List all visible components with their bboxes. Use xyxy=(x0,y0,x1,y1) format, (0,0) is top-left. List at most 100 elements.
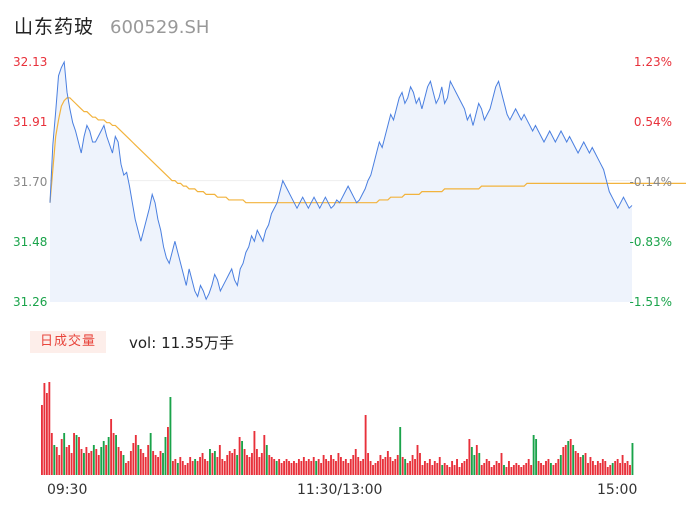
price-tick-label: 31.70 xyxy=(13,175,47,189)
stock-name: 山东药玻 xyxy=(14,16,95,38)
volume-bar xyxy=(431,465,434,475)
volume-bar xyxy=(302,457,305,475)
volume-bar xyxy=(196,461,199,475)
volume-bar xyxy=(144,457,147,475)
volume-bar xyxy=(65,447,68,475)
volume-bar xyxy=(137,445,140,475)
volume-bar xyxy=(159,451,162,475)
volume-prefix: vol: xyxy=(129,334,157,352)
volume-bar xyxy=(616,459,619,475)
volume-tab[interactable]: 日成交量 xyxy=(30,331,107,353)
volume-bar xyxy=(117,447,120,475)
volume-bar xyxy=(493,465,496,475)
volume-bar xyxy=(377,461,379,475)
volume-bar xyxy=(446,465,449,475)
volume-bar xyxy=(411,455,414,475)
volume-bar xyxy=(92,445,95,475)
volume-bar xyxy=(401,457,404,475)
volume-bar xyxy=(45,393,48,475)
volume-bar xyxy=(327,461,330,475)
volume-bar xyxy=(572,445,575,475)
volume-bar xyxy=(577,453,580,475)
volume-bar xyxy=(564,445,567,475)
volume-bar xyxy=(181,461,184,475)
volume-bar xyxy=(233,449,236,475)
volume-bar xyxy=(270,457,273,475)
volume-bar xyxy=(273,459,276,475)
volume-bar xyxy=(364,415,367,475)
volume-bar xyxy=(83,453,85,475)
volume-bar xyxy=(399,427,402,475)
volume-bar xyxy=(451,461,454,475)
volume-bar xyxy=(604,461,607,475)
volume-bar xyxy=(537,461,540,475)
volume-bar xyxy=(238,437,241,475)
volume-bar xyxy=(320,463,323,475)
volume-bar xyxy=(438,457,441,475)
volume-bar xyxy=(475,445,478,475)
price-line xyxy=(49,60,633,301)
volume-bar xyxy=(505,467,508,475)
volume-bar xyxy=(344,459,347,475)
volume-bar xyxy=(268,455,271,475)
volume-bar xyxy=(490,467,493,475)
volume-bar xyxy=(436,463,439,475)
volume-bar xyxy=(317,459,320,475)
volume-bar xyxy=(206,461,209,475)
volume-bar xyxy=(102,441,105,475)
volume-bar xyxy=(184,465,187,475)
volume-bar xyxy=(223,461,226,475)
pct-tick-label: -1.51% xyxy=(630,295,672,309)
volume-bar xyxy=(120,451,122,475)
volume-bar xyxy=(95,449,98,475)
volume-bar xyxy=(349,459,352,475)
volume-bar xyxy=(152,451,155,475)
volume-bar xyxy=(251,453,253,475)
volume-bar xyxy=(335,461,337,475)
volume-bar xyxy=(312,457,315,475)
volume-bar xyxy=(599,463,602,475)
volume-bar xyxy=(500,453,503,475)
volume-bar xyxy=(169,397,172,475)
volume-bar xyxy=(174,459,177,475)
volume-bar xyxy=(569,439,572,475)
volume-bar xyxy=(478,453,481,475)
volume-bar xyxy=(515,463,518,475)
volume-bar xyxy=(525,463,528,475)
volume-bar xyxy=(70,453,73,475)
price-tick-label: 31.91 xyxy=(13,115,47,129)
volume-bar xyxy=(80,449,83,475)
volume-bar xyxy=(587,463,589,475)
volume-bar xyxy=(209,449,211,475)
volume-bar xyxy=(463,461,466,475)
volume-bar xyxy=(85,447,88,475)
volume-bar xyxy=(315,461,318,475)
volume-bar xyxy=(265,445,268,475)
volume-bar xyxy=(391,461,394,475)
volume-bar xyxy=(448,467,451,475)
volume-bar xyxy=(43,383,46,475)
volume-bar xyxy=(574,451,577,475)
volume-bar xyxy=(204,459,206,475)
volume-bar xyxy=(167,427,169,475)
volume-bar xyxy=(614,461,617,475)
volume-bar xyxy=(154,455,157,475)
volume-bar xyxy=(171,461,174,475)
volume-bar xyxy=(132,443,135,475)
volume-bar xyxy=(295,463,298,475)
volume-bar xyxy=(530,465,533,475)
volume-readout: vol: 11.35万手 xyxy=(129,332,234,353)
volume-bar xyxy=(236,455,239,475)
volume-bar xyxy=(611,463,614,475)
volume-bar xyxy=(483,463,486,475)
volume-bar xyxy=(90,451,93,475)
volume-bar xyxy=(547,459,550,475)
volume-bar xyxy=(53,445,56,475)
volume-bar xyxy=(253,431,256,475)
volume-bar xyxy=(199,457,201,475)
price-tick-label: 31.26 xyxy=(13,295,47,309)
volume-bar xyxy=(293,461,295,475)
volume-bar xyxy=(419,453,421,475)
volume-bar xyxy=(41,405,43,475)
price-area xyxy=(50,62,632,302)
